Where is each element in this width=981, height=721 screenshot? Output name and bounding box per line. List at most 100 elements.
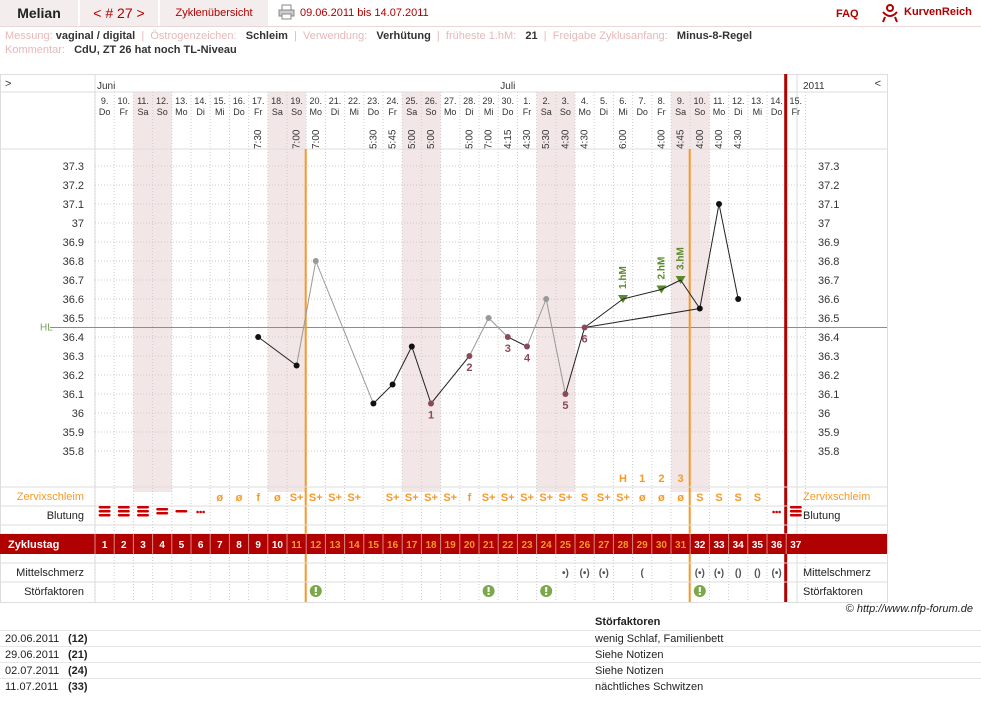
cycle-day: 25 xyxy=(560,540,572,551)
day-date: 29. xyxy=(482,96,495,106)
cervical-mucus: S+ xyxy=(443,492,457,504)
cervical-mucus: S+ xyxy=(501,492,515,504)
temperature-segment xyxy=(622,289,662,300)
cervical-mucus: S+ xyxy=(424,492,438,504)
bleeding-mark xyxy=(98,514,111,517)
day-date: 15. xyxy=(214,96,227,106)
y-tick-left: 36.4 xyxy=(63,332,84,344)
temperature-point xyxy=(428,400,434,407)
cycle-day: 37 xyxy=(790,540,802,551)
temperature-segment xyxy=(373,384,393,404)
y-tick-left: 36 xyxy=(72,408,84,420)
day-weekday: Do xyxy=(233,107,245,117)
temperature-segment xyxy=(718,203,739,300)
disturbance-icon-bar xyxy=(314,587,317,592)
day-weekday: Mo xyxy=(713,107,726,117)
cycle-day: 20 xyxy=(464,540,476,551)
low-count-label: 6 xyxy=(582,334,588,346)
disturbance-icon-bar xyxy=(698,587,701,592)
bleeding-spotting xyxy=(772,510,775,514)
y-tick-right: 35.8 xyxy=(818,446,839,458)
day-date: 17. xyxy=(252,96,265,106)
note-text: nächtliches Schwitzen xyxy=(595,681,704,693)
temperature-point xyxy=(312,258,319,264)
day-date: 10. xyxy=(118,96,131,106)
row-label-blutung-right: Blutung xyxy=(803,510,840,522)
note-text: Siehe Notizen xyxy=(595,649,664,661)
measure-time: 4:45 xyxy=(676,129,687,149)
high-measure-label: 2.hM xyxy=(656,257,667,280)
faq-link[interactable]: FAQ xyxy=(836,8,859,20)
note-day: (33) xyxy=(68,681,88,693)
y-tick-left: 37.1 xyxy=(63,199,84,211)
y-tick-left: 36.9 xyxy=(63,237,84,249)
cycle-day: 9 xyxy=(255,540,261,551)
bleeding-mark xyxy=(156,508,169,511)
info-value: 21 xyxy=(525,30,538,42)
bleeding-mark xyxy=(98,506,111,509)
day-weekday: Sa xyxy=(272,107,283,117)
kurvenreich-logo[interactable]: KurvenReich xyxy=(880,3,980,23)
ovulation-pain: () xyxy=(735,568,742,579)
day-date: 13. xyxy=(751,96,764,106)
day-weekday: Fr xyxy=(388,107,397,117)
temperature-segment xyxy=(564,327,586,395)
peak-mark: 3 xyxy=(678,473,684,485)
day-weekday: Do xyxy=(368,107,380,117)
cycle-day: 16 xyxy=(387,540,399,551)
measure-time: 7:00 xyxy=(292,129,303,149)
bleeding-spotting xyxy=(202,510,205,514)
comment-value: CdU, ZT 26 hat noch TL-Niveau xyxy=(74,44,237,56)
row-label-zyklustag: Zyklustag xyxy=(8,539,59,551)
temperature-segment xyxy=(296,260,317,366)
bleeding-mark xyxy=(137,514,149,517)
cycle-day: 1 xyxy=(102,540,108,551)
day-date: 28. xyxy=(463,96,476,106)
note-day: (24) xyxy=(68,665,88,677)
day-date: 2. xyxy=(542,96,550,106)
ovulation-pain: (•) xyxy=(714,568,724,579)
y-tick-left: 36.2 xyxy=(63,370,84,382)
cervical-mucus: S+ xyxy=(290,492,304,504)
measure-time: 4:30 xyxy=(560,129,571,149)
low-count-label: 4 xyxy=(524,353,531,365)
bleeding-mark xyxy=(789,506,802,509)
ovulation-pain: () xyxy=(754,568,761,579)
cycle-chart: > <Juni Juli 20119.Do10.Fr11.Sa12.So13.Mo14… xyxy=(0,74,888,603)
cycle-navigator[interactable]: < # 27 > xyxy=(80,0,158,26)
row-label-mittelschmerz-right: Mittelschmerz xyxy=(803,567,871,579)
weekend-column xyxy=(152,92,172,492)
temperature-segment xyxy=(584,298,624,328)
cervical-mucus: ø xyxy=(274,492,281,504)
temperature-segment xyxy=(584,308,700,328)
cervical-mucus: ø xyxy=(658,492,665,504)
cervical-mucus: ø xyxy=(677,492,684,504)
day-weekday: Mi xyxy=(753,107,763,117)
day-weekday: Do xyxy=(502,107,514,117)
temperature-point xyxy=(255,334,262,340)
y-tick-right: 36.9 xyxy=(818,237,839,249)
ovulation-pain: ( xyxy=(641,568,645,579)
cycle-overview-link[interactable]: Zyklenübersicht xyxy=(160,0,268,26)
print-icon[interactable] xyxy=(278,4,295,20)
bleeding-spotting xyxy=(775,510,778,514)
day-weekday: Fr xyxy=(120,107,129,117)
cervical-mucus: S+ xyxy=(347,492,361,504)
measure-time: 4:00 xyxy=(714,129,725,149)
measure-time: 5:00 xyxy=(464,129,475,149)
y-tick-left: 36.3 xyxy=(63,351,84,363)
cycle-day: 10 xyxy=(272,540,284,551)
measure-time: 4:15 xyxy=(503,129,514,149)
day-date: 5. xyxy=(600,96,608,106)
day-weekday: Di xyxy=(331,107,340,117)
cervical-mucus: S+ xyxy=(386,492,400,504)
y-tick-right: 37.3 xyxy=(818,161,839,173)
day-weekday: Do xyxy=(99,107,111,117)
y-tick-right: 36.1 xyxy=(818,389,839,401)
note-date: 11.07.2011 xyxy=(5,681,59,693)
y-tick-right: 36.5 xyxy=(818,313,839,325)
disturbance-icon-dot xyxy=(487,593,490,595)
temperature-point xyxy=(716,201,722,207)
day-date: 30. xyxy=(502,96,515,106)
row-label-stoerfaktoren-right: Störfaktoren xyxy=(803,586,863,598)
